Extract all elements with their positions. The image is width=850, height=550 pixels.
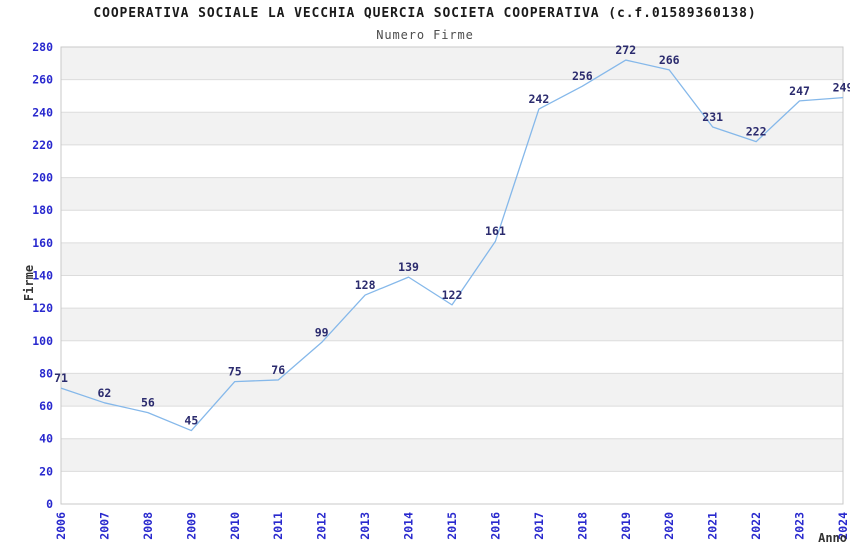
y-axis-tick-labels: 0 20 40 60 80 100 120 140 160 180 200 220 240 260 280	[32, 40, 53, 511]
y-tick-label: 280	[32, 40, 53, 54]
band	[61, 438, 843, 472]
y-tick-label: 40	[39, 432, 53, 446]
x-tick-label: 2019	[619, 512, 633, 540]
x-tick-label: 2024	[836, 512, 850, 540]
x-tick-label: 2013	[358, 512, 372, 540]
data-point-label: 256	[572, 69, 593, 83]
band	[61, 112, 843, 145]
chart-title: COOPERATIVA SOCIALE LA VECCHIA QUERCIA S…	[93, 6, 757, 21]
data-point-label: 76	[271, 363, 285, 377]
y-tick-label: 140	[32, 269, 53, 283]
data-point-label: 266	[659, 53, 680, 67]
band	[61, 47, 843, 80]
x-tick-label: 2009	[184, 512, 198, 540]
x-tick-label: 2007	[97, 512, 111, 540]
x-tick-label: 2018	[575, 512, 589, 540]
y-tick-label: 100	[32, 334, 53, 348]
x-tick-label: 2014	[402, 512, 416, 540]
x-tick-label: 2008	[141, 512, 155, 540]
data-point-label: 139	[398, 260, 419, 274]
data-point-label: 56	[141, 396, 155, 410]
band	[61, 242, 843, 276]
data-point-label: 247	[789, 84, 810, 98]
x-tick-label: 2011	[271, 512, 285, 540]
band	[61, 373, 843, 407]
x-tick-label: 2020	[662, 512, 676, 540]
y-tick-label: 80	[39, 366, 53, 380]
x-tick-label: 2015	[445, 512, 459, 540]
data-point-label: 62	[98, 386, 112, 400]
data-point-label: 99	[315, 325, 329, 339]
band	[61, 177, 843, 211]
data-point-label: 231	[702, 110, 723, 124]
x-tick-label: 2006	[54, 512, 68, 540]
y-tick-label: 200	[32, 171, 53, 185]
y-tick-label: 20	[39, 464, 53, 478]
chart-subtitle: Numero Firme	[376, 28, 474, 42]
y-tick-label: 260	[32, 73, 53, 87]
plot-border	[60, 46, 844, 505]
data-point-label: 161	[485, 224, 506, 238]
x-tick-label: 2012	[315, 512, 329, 540]
data-point-label: 242	[528, 92, 549, 106]
x-tick-label: 2010	[228, 512, 242, 540]
y-tick-label: 120	[32, 301, 53, 315]
y-tick-label: 160	[32, 236, 53, 250]
data-point-label: 122	[442, 288, 463, 302]
data-point-label: 249	[833, 81, 850, 95]
y-axis-title: Firme	[22, 265, 36, 301]
data-point-label: 75	[228, 365, 242, 379]
x-axis-title: Anno	[818, 531, 847, 545]
data-point-label: 71	[54, 371, 68, 385]
y-tick-label: 240	[32, 105, 53, 119]
data-point-label: 128	[355, 278, 376, 292]
data-point-label: 45	[184, 414, 198, 428]
series-line	[60, 59, 844, 432]
band	[61, 308, 843, 341]
data-point-labels: 71 62 56 45 75 76 99 128 139 122 161 242 256 272 266 23…	[54, 43, 850, 427]
y-tick-label: 60	[39, 399, 53, 413]
x-tick-label: 2016	[488, 512, 502, 540]
y-tick-label: 180	[32, 203, 53, 217]
data-point-label: 272	[615, 43, 636, 57]
x-tick-label: 2023	[793, 512, 807, 540]
data-point-label: 222	[746, 125, 767, 139]
y-tick-label: 220	[32, 138, 53, 152]
x-axis-tick-labels: 2006 2007 2008 2009 2010 2011 2012 2013 2014 2015…	[54, 512, 850, 540]
x-tick-label: 2017	[532, 512, 546, 540]
x-tick-label: 2021	[706, 512, 720, 540]
y-tick-label: 0	[46, 497, 53, 511]
x-tick-label: 2022	[749, 512, 763, 540]
plot-bands	[61, 47, 843, 472]
